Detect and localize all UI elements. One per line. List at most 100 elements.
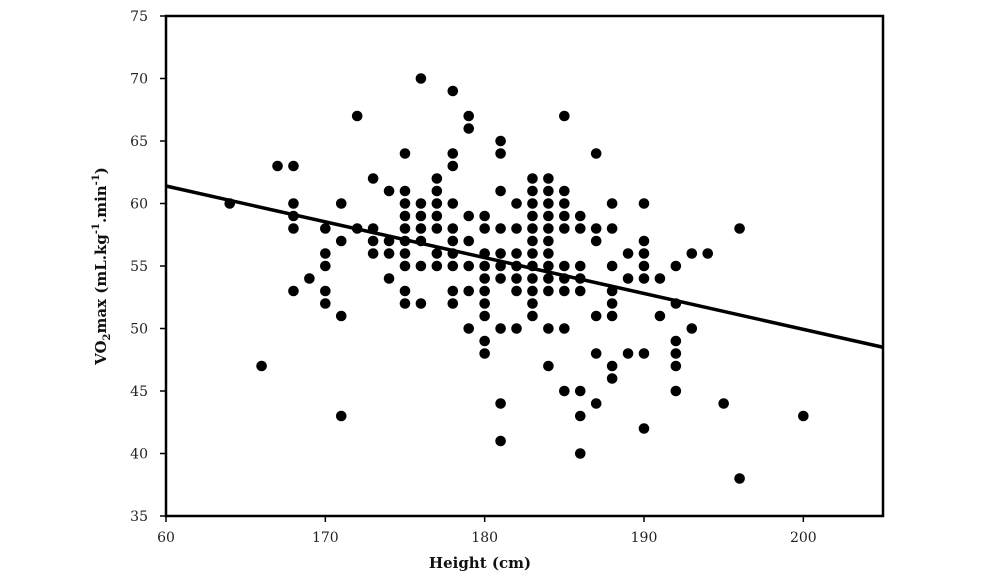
data-point xyxy=(431,223,443,234)
data-point xyxy=(351,110,363,122)
data-point xyxy=(622,273,634,284)
y-axis-title-part: -1 xyxy=(91,223,102,234)
data-point xyxy=(447,235,459,247)
trend-layer xyxy=(165,184,884,349)
data-point xyxy=(463,285,475,297)
data-point xyxy=(399,285,411,297)
data-point xyxy=(527,273,538,284)
data-point xyxy=(495,323,506,334)
x-axis-title: Height (cm) xyxy=(429,554,531,572)
data-point xyxy=(272,160,283,172)
data-point xyxy=(559,198,570,209)
data-point xyxy=(622,348,634,359)
data-point xyxy=(399,185,411,197)
data-point xyxy=(702,248,714,259)
data-point xyxy=(399,298,411,309)
data-point xyxy=(367,173,379,184)
data-point xyxy=(479,298,490,309)
x-axis-ticks: 60 170 180 190 200 xyxy=(157,516,817,546)
data-point xyxy=(383,235,395,247)
data-point xyxy=(447,285,459,297)
data-point xyxy=(320,248,331,259)
data-point xyxy=(798,410,809,422)
data-point xyxy=(670,298,682,309)
data-point xyxy=(543,198,554,209)
data-point xyxy=(559,285,570,297)
data-point xyxy=(574,410,586,422)
data-point xyxy=(383,273,395,284)
y-tick-label: 70 xyxy=(130,72,148,88)
data-point xyxy=(559,260,570,272)
data-point xyxy=(463,123,475,134)
x-tick-label: 200 xyxy=(790,530,817,546)
data-point xyxy=(511,223,522,234)
data-point xyxy=(447,223,459,234)
data-point xyxy=(304,273,315,284)
data-point xyxy=(638,348,650,359)
data-point xyxy=(527,173,538,184)
data-point xyxy=(399,260,411,272)
data-point xyxy=(606,298,618,309)
data-point xyxy=(495,248,506,259)
data-point xyxy=(590,235,602,247)
y-tick-label: 65 xyxy=(130,134,148,150)
data-point xyxy=(383,248,395,259)
data-point xyxy=(511,285,522,297)
data-point xyxy=(399,248,411,259)
y-tick-label: 50 xyxy=(130,322,148,338)
data-point xyxy=(399,148,411,159)
data-point xyxy=(479,260,490,272)
data-point xyxy=(447,160,459,172)
data-point xyxy=(606,260,618,272)
data-point xyxy=(527,248,538,259)
data-point xyxy=(495,148,506,159)
data-point xyxy=(543,223,554,234)
data-point xyxy=(479,248,490,259)
regression-line xyxy=(165,184,884,349)
data-point xyxy=(527,235,538,247)
data-point xyxy=(622,248,634,259)
data-point xyxy=(686,248,698,259)
data-point xyxy=(559,110,570,122)
data-point xyxy=(320,223,331,234)
data-point xyxy=(335,235,347,247)
data-point xyxy=(670,260,682,272)
data-point xyxy=(559,273,570,284)
data-point xyxy=(463,235,475,247)
data-point xyxy=(559,223,570,234)
y-axis-title-part: -1 xyxy=(91,174,102,185)
data-point xyxy=(351,223,363,234)
data-point xyxy=(606,198,618,209)
data-point xyxy=(590,223,602,234)
data-point xyxy=(686,323,698,334)
data-point xyxy=(415,198,427,209)
data-point xyxy=(543,210,554,222)
data-point xyxy=(479,335,490,347)
data-point xyxy=(670,335,682,347)
data-point xyxy=(527,260,538,272)
data-point xyxy=(447,85,459,97)
data-point xyxy=(670,348,682,359)
data-point xyxy=(367,235,379,247)
data-point xyxy=(495,223,506,234)
data-point xyxy=(367,223,379,234)
data-point xyxy=(606,373,618,384)
data-point xyxy=(543,323,554,334)
data-point xyxy=(559,185,570,197)
data-point xyxy=(447,248,459,259)
data-point xyxy=(590,310,602,322)
data-point xyxy=(574,273,586,284)
data-point xyxy=(447,298,459,309)
points-layer xyxy=(224,73,809,484)
data-point xyxy=(511,273,522,284)
data-point xyxy=(224,198,236,209)
x-tick-label: 60 xyxy=(157,530,175,546)
data-point xyxy=(320,260,331,272)
data-point xyxy=(335,410,347,422)
data-point xyxy=(638,198,650,209)
data-point xyxy=(574,448,586,459)
data-point xyxy=(463,110,475,122)
data-point xyxy=(479,210,490,222)
y-axis-ticks: 35 40 45 50 55 60 65 70 75 xyxy=(130,9,166,525)
data-point xyxy=(543,235,554,247)
